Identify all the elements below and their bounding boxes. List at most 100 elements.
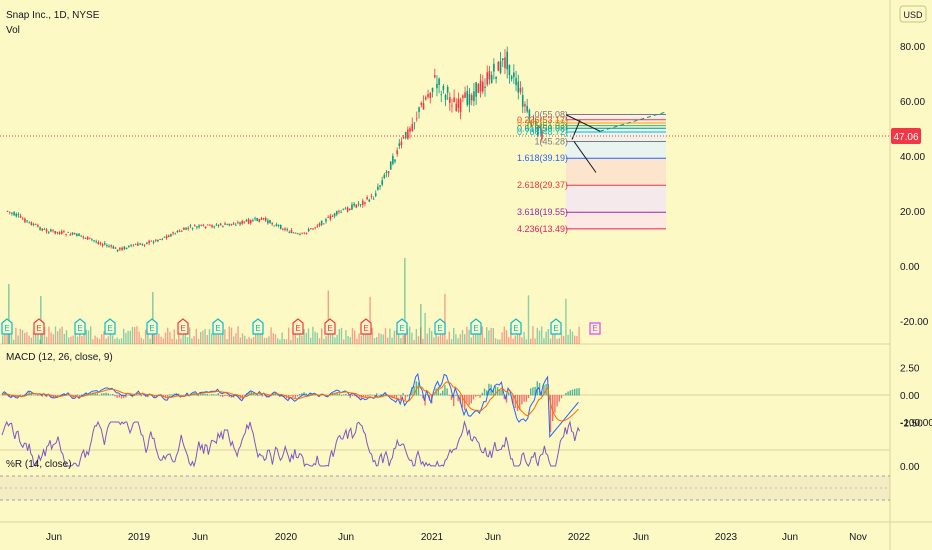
earnings-marker[interactable]	[360, 318, 372, 335]
volume-bar	[193, 336, 195, 344]
macd-histogram-bar	[574, 388, 576, 396]
volume-bar	[404, 329, 406, 344]
volume-bar	[316, 332, 318, 344]
volume-bar	[140, 337, 142, 344]
candle-body	[106, 245, 108, 247]
candle-body	[389, 161, 392, 170]
candle-body	[52, 230, 54, 232]
candle-body	[455, 103, 458, 112]
volume-bar	[191, 338, 193, 344]
earnings-marker[interactable]	[104, 318, 116, 335]
candle-body	[436, 83, 438, 89]
wr-label[interactable]: %R (14, close)	[6, 459, 72, 470]
upcoming-earnings-marker[interactable]	[589, 322, 601, 335]
candle-body	[211, 225, 213, 228]
volume-bar	[305, 332, 307, 344]
candle-body	[219, 223, 222, 226]
volume-bar	[171, 338, 173, 344]
candle-body	[307, 229, 310, 232]
time-axis[interactable]: Jun 2019 Jun 2020 Jun 2021 Jun 2022 Jun 2023 Jun No…	[46, 532, 867, 543]
volume-label[interactable]: Vol	[6, 25, 20, 36]
earnings-marker[interactable]	[470, 318, 482, 335]
candle-body	[273, 225, 276, 227]
macd-histogram-bar	[400, 395, 402, 400]
macd-histogram-bar	[296, 395, 299, 397]
candle-body	[103, 242, 106, 245]
wr-axis[interactable]: 0.00 -100.00	[900, 418, 932, 473]
macd-histogram-bar	[167, 395, 169, 399]
volume-bar	[153, 332, 156, 344]
macd-histogram-bar	[125, 395, 127, 398]
volume-bar	[43, 326, 46, 344]
macd-label[interactable]: MACD (12, 26, close, 9)	[6, 352, 113, 363]
volume-bar	[105, 338, 107, 344]
earnings-marker[interactable]	[434, 318, 446, 335]
fib-extension[interactable]: 0(55.08)0.236(53.17)0.382(51.99)0.5(51.0…	[517, 110, 667, 234]
candle-body	[318, 223, 321, 226]
macd-axis[interactable]: 2.50 0.00 -2.50	[900, 364, 923, 430]
macd-histogram-bar	[153, 395, 156, 398]
candle-body	[11, 212, 13, 214]
symbol-title[interactable]: Snap Inc., 1D, NYSE	[6, 10, 100, 21]
macd-histogram-bar	[466, 395, 468, 403]
macd-histogram-bar	[250, 391, 252, 396]
candle-body	[377, 186, 379, 190]
macd-histogram-bar	[371, 394, 373, 396]
candle-body	[143, 244, 146, 246]
candle-body	[504, 57, 506, 69]
macd-histogram-bar	[552, 395, 554, 422]
earnings-marker[interactable]	[510, 318, 522, 335]
macd-histogram-bar	[206, 393, 208, 396]
currency-badge[interactable]	[899, 5, 927, 23]
earnings-marker[interactable]	[550, 318, 562, 335]
volume-bar	[241, 333, 244, 344]
volume-bar	[178, 334, 180, 344]
earnings-marker[interactable]	[212, 318, 224, 335]
volume-bar	[334, 337, 336, 344]
volume-bar	[521, 337, 523, 344]
candle-body	[65, 234, 67, 235]
macd-histogram-bar	[477, 395, 479, 396]
macd-histogram-bar	[171, 394, 173, 396]
volume-bar	[578, 326, 580, 344]
volume-bar	[340, 327, 343, 344]
macd-histogram-bar	[248, 392, 250, 396]
candle-body	[230, 223, 233, 225]
price-axis[interactable]: 80.00 60.00 40.00 20.00 0.00 -20.00	[900, 42, 929, 328]
earnings-marker[interactable]	[33, 318, 45, 335]
earnings-marker[interactable]	[177, 318, 189, 335]
earnings-marker[interactable]	[252, 318, 264, 335]
volume-bar	[362, 326, 365, 344]
candle-body	[222, 225, 224, 227]
macd-histogram-bar	[310, 392, 312, 396]
candle-body	[323, 223, 325, 225]
volume-bar	[349, 337, 351, 344]
earnings-marker[interactable]	[146, 318, 158, 335]
candle-body	[256, 217, 258, 221]
candle-body	[374, 193, 377, 196]
macd-histogram-bar	[107, 393, 109, 396]
volume-bars	[2, 258, 580, 344]
earnings-marker[interactable]	[74, 318, 86, 335]
macd-histogram-bar	[96, 393, 98, 396]
time-tick-label: 2019	[128, 532, 151, 543]
earnings-marker[interactable]	[1, 318, 13, 335]
earnings-marker[interactable]	[292, 318, 304, 335]
macd-histogram-bar	[345, 393, 347, 396]
fib-trend-line	[573, 141, 597, 173]
earnings-marker[interactable]	[324, 318, 336, 335]
volume-bar	[197, 338, 200, 344]
macd-histogram-bar	[503, 395, 505, 400]
volume-bar	[230, 327, 233, 344]
candle-body	[284, 228, 286, 230]
volume-bar	[567, 334, 569, 344]
earnings-marker-label: E	[399, 324, 404, 333]
macd-histogram-bar	[215, 394, 217, 396]
volume-bar	[393, 330, 395, 344]
volume-bar	[180, 338, 182, 344]
candle-body	[484, 86, 486, 88]
earnings-marker-label: E	[36, 324, 41, 333]
earnings-marker[interactable]	[396, 318, 408, 335]
